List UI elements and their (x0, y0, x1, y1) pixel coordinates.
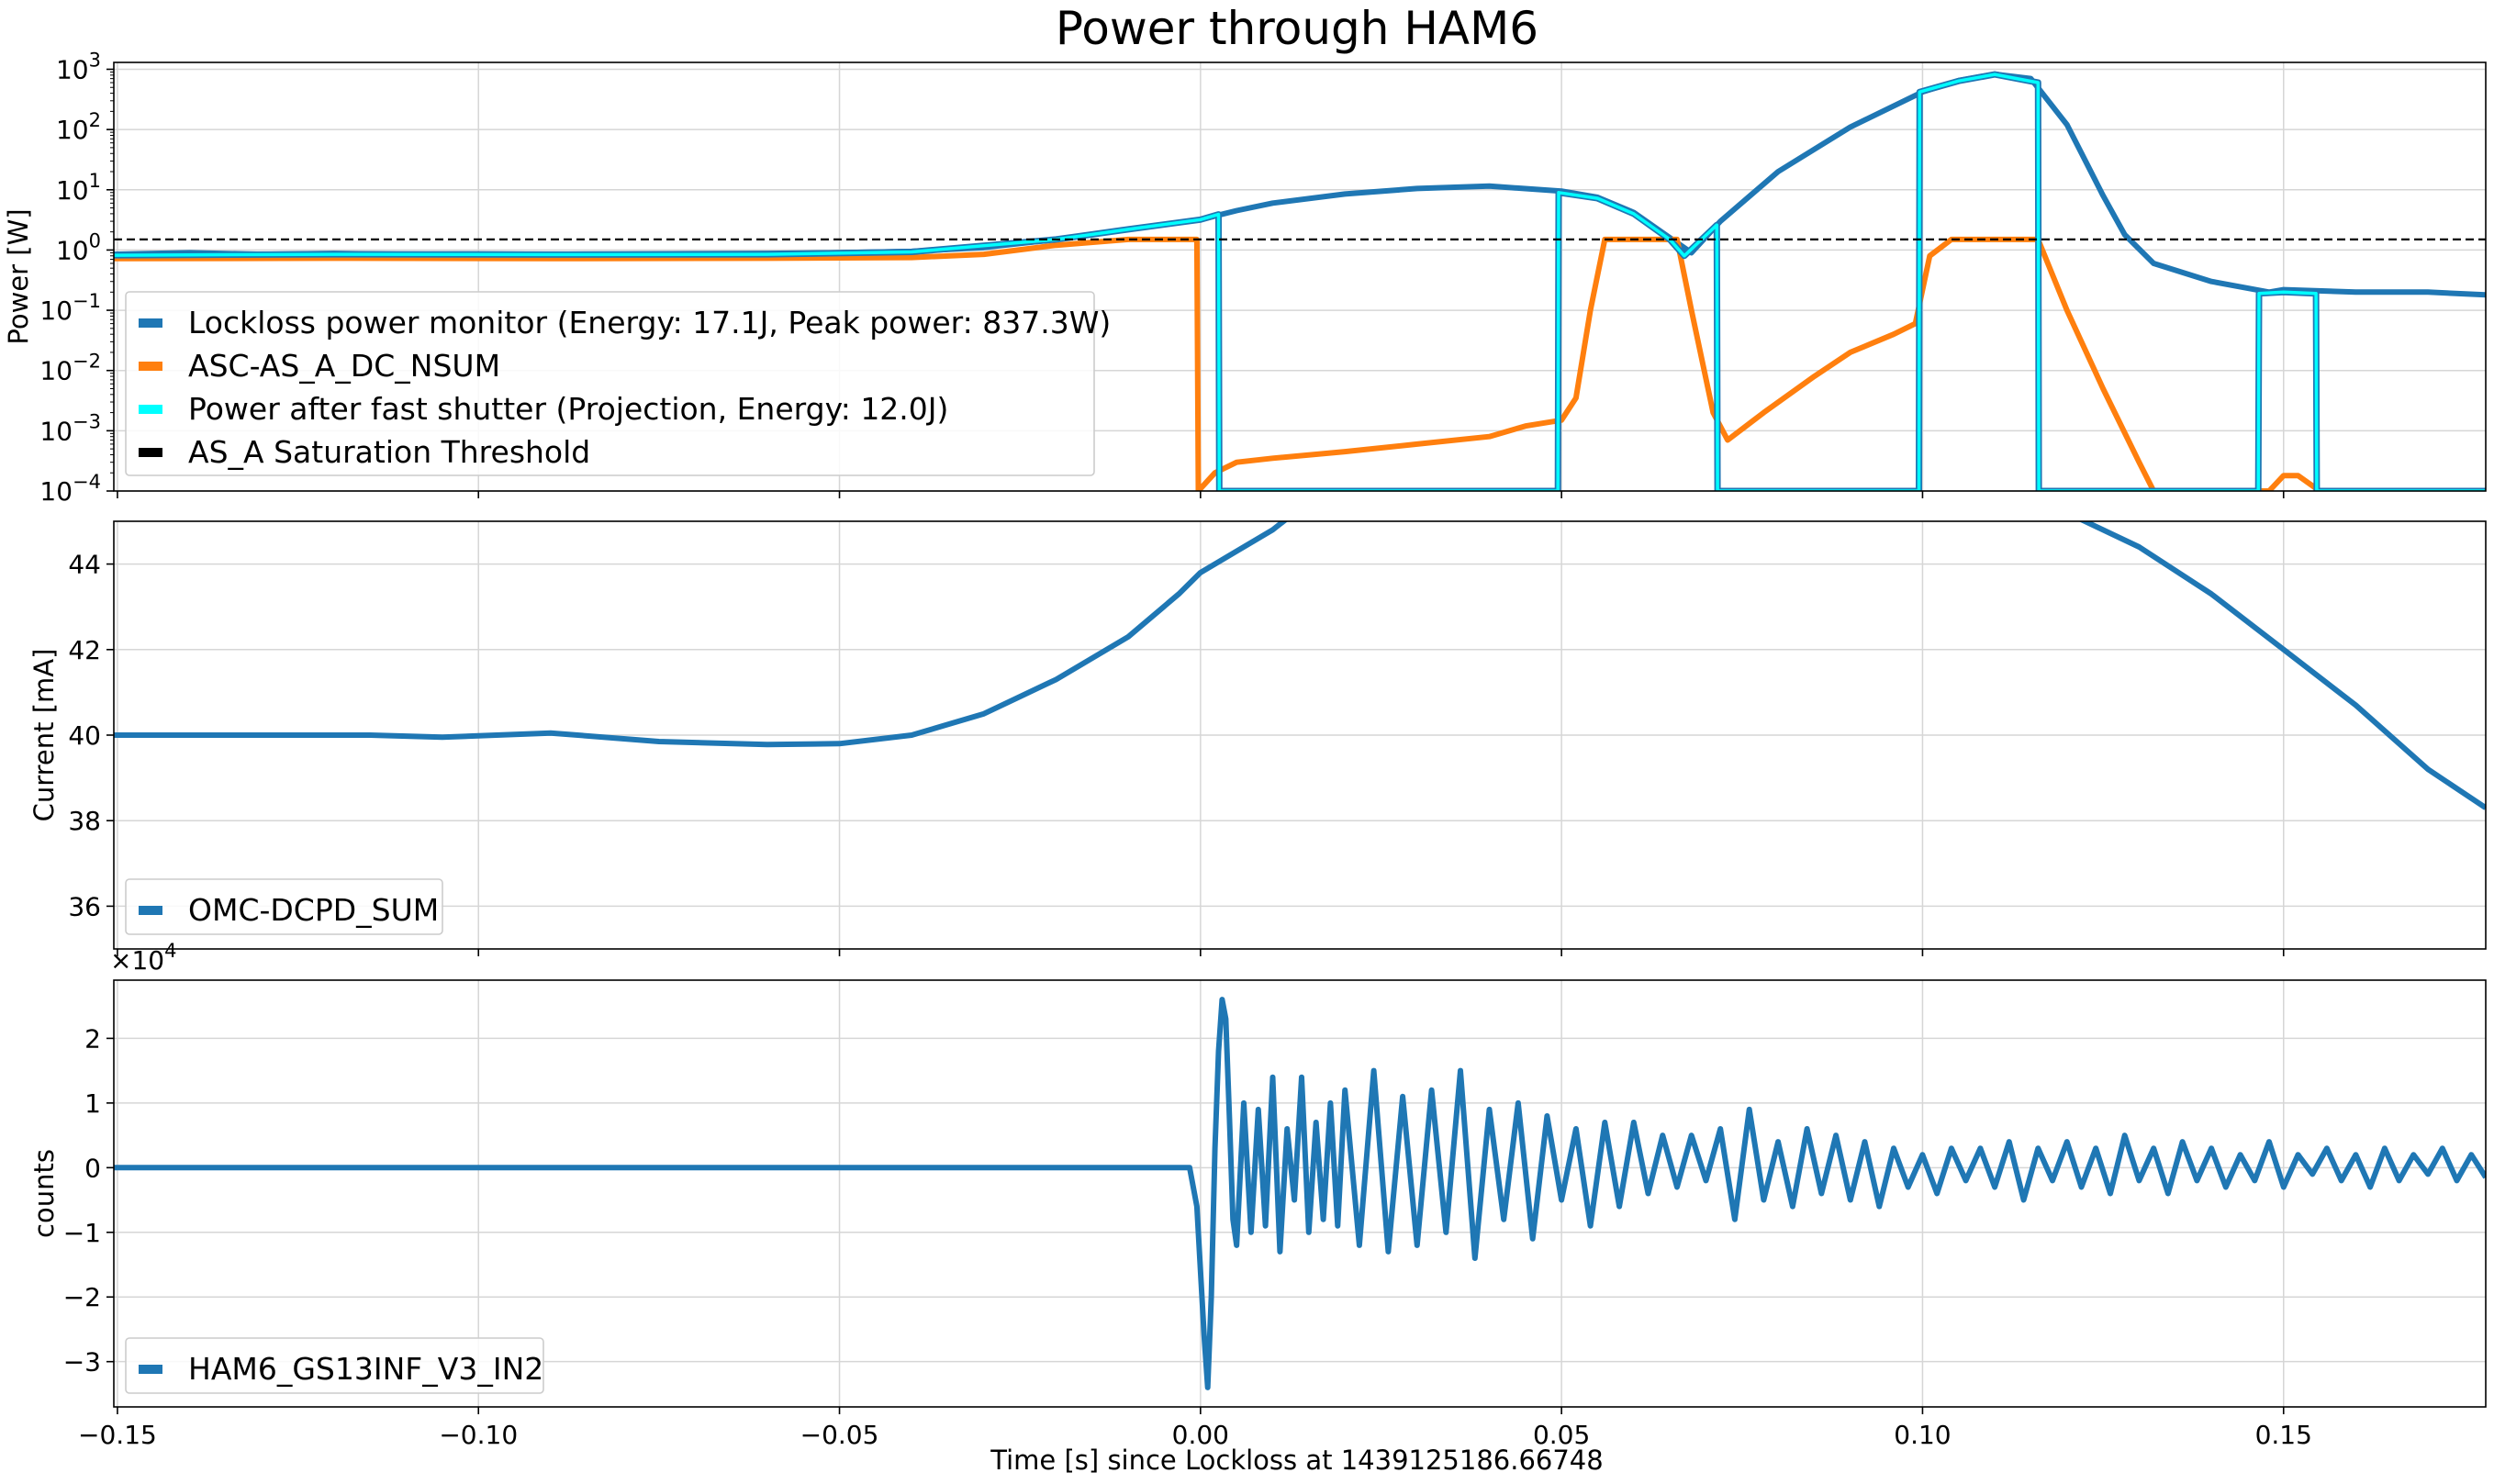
x-tick-label: 0.00 (1172, 1420, 1229, 1450)
y-axis-label: counts (28, 1149, 60, 1238)
x-tick-label: 0.15 (2255, 1420, 2312, 1450)
panel-3-series (114, 997, 2486, 1390)
y-axis-label: Power [W] (3, 208, 34, 344)
legend-entry: Lockloss power monitor (Energy: 17.1J, P… (188, 305, 1111, 340)
x-axis-label: Time [s] since Lockloss at 1439125186.66… (990, 1445, 1603, 1476)
panel-1-series (114, 71, 2486, 491)
y-tick-label: 36 (68, 891, 101, 921)
y-tick-label: 10−4 (39, 471, 101, 507)
y-tick-label: 38 (68, 806, 101, 836)
legend-entry: HAM6_GS13INF_V3_IN2 (188, 1351, 543, 1387)
legend-swatch (139, 1365, 162, 1374)
x-tick-label: −0.05 (800, 1420, 879, 1450)
legend-entry: AS_A Saturation Threshold (188, 434, 590, 470)
legend-swatch (139, 362, 162, 371)
y-offset-text: ×104 (110, 940, 176, 976)
x-tick-label: 0.05 (1533, 1420, 1590, 1450)
legend-frame (125, 1337, 544, 1394)
legend-entry: Power after fast shutter (Projection, En… (188, 391, 948, 427)
y-tick-label: 10−1 (39, 290, 101, 326)
y-axis-label: Current [mA] (28, 649, 60, 822)
y-tick-label: 101 (56, 170, 101, 206)
legend-swatch (139, 405, 162, 414)
series-line-ham6-gs13inf-v3-in2 (114, 997, 2486, 1390)
y-tick-label: 102 (56, 109, 101, 145)
legend-entry: OMC-DCPD_SUM (188, 892, 439, 928)
y-tick-label: 1 (84, 1088, 101, 1119)
legend-swatch (139, 906, 162, 915)
y-tick-label: 103 (56, 49, 101, 84)
y-tick-label: 10−2 (39, 351, 101, 386)
figure-title: Power through HAM6 (1056, 2, 1538, 55)
x-tick-label: 0.10 (1894, 1420, 1951, 1450)
y-tick-label: 10−3 (39, 410, 101, 446)
y-tick-label: 44 (68, 550, 101, 580)
legend-frame (125, 878, 443, 935)
panel-3: −0.15 −0.10 −0.05 0.00 0.05 0.10 0.15 −3 −2 −1 0 1 2… (28, 940, 2487, 1450)
panel-2: 36 38 40 42 44 Current [mA] OMC-DCPD_SUM (28, 520, 2487, 956)
legend-swatch (139, 448, 162, 457)
y-tick-label: −1 (63, 1218, 101, 1248)
panel-3-legend: HAM6_GS13INF_V3_IN2 (125, 1337, 544, 1394)
series-line-omc-dcpd-sum (114, 521, 2486, 810)
panel-1: 10−4 10−3 10−2 10−1 100 101 102 103 Power [W] Loc… (3, 49, 2487, 507)
x-tick-label: −0.15 (78, 1420, 157, 1450)
legend-frame (125, 291, 1095, 476)
x-tick-label: −0.10 (439, 1420, 518, 1450)
y-tick-label: −3 (63, 1347, 101, 1378)
panel-2-legend: OMC-DCPD_SUM (125, 878, 443, 935)
y-tick-label: 0 (84, 1153, 101, 1183)
panel-2-series (114, 521, 2486, 810)
legend-swatch (139, 318, 162, 328)
panel-1-legend: Lockloss power monitor (Energy: 17.1J, P… (125, 291, 1111, 476)
y-tick-label: 100 (56, 229, 101, 265)
y-tick-label: 40 (68, 720, 101, 751)
legend-entry: ASC-AS_A_DC_NSUM (188, 348, 500, 384)
panel-3-frame (113, 979, 2487, 1408)
panel-1-frame (113, 61, 2487, 492)
y-tick-label: 2 (84, 1023, 101, 1054)
y-tick-label: 42 (68, 635, 101, 665)
y-tick-label: −2 (63, 1282, 101, 1312)
